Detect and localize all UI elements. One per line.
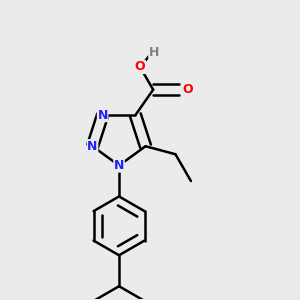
Text: O: O — [135, 60, 145, 74]
Text: H: H — [149, 46, 159, 59]
Text: O: O — [182, 83, 193, 96]
Text: N: N — [114, 159, 124, 172]
Text: N: N — [87, 140, 98, 153]
Text: N: N — [98, 109, 108, 122]
